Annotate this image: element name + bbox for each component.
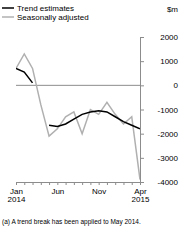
y-tick-mark <box>140 37 144 38</box>
y-tick: -1000 <box>140 106 179 115</box>
reference-lines <box>16 85 140 86</box>
y-tick-label: -2000 <box>158 130 179 139</box>
x-tick <box>115 182 116 185</box>
x-tick-mark <box>57 182 58 185</box>
y-tick: 0 <box>140 81 179 90</box>
x-tick <box>66 182 67 185</box>
x-tick-mark <box>41 182 42 185</box>
zero-line <box>16 85 140 86</box>
x-tick <box>33 182 34 185</box>
legend-label: Trend estimates <box>17 4 74 13</box>
y-unit-label: $m <box>167 5 178 14</box>
x-tick: Jun <box>51 182 64 196</box>
x-tick-mark <box>82 182 83 185</box>
x-tick <box>107 182 108 185</box>
x-tick <box>132 182 133 185</box>
y-tick-label: 0 <box>174 81 179 90</box>
x-tick <box>41 182 42 185</box>
x-axis: Jan2014 Jun Nov Apr2015 <box>8 182 150 204</box>
x-tick <box>123 182 124 185</box>
x-tick-label: Nov <box>92 187 106 196</box>
series-line <box>16 68 140 128</box>
y-tick-label: 2000 <box>160 33 178 42</box>
x-tick-mark <box>115 182 116 185</box>
legend-swatch <box>2 16 14 18</box>
y-tick-label: -1000 <box>158 106 179 115</box>
x-tick-mark <box>132 182 133 185</box>
x-tick-mark <box>49 182 50 185</box>
x-axis-line <box>17 183 141 186</box>
x-tick <box>49 182 50 185</box>
y-tick: -3000 <box>140 154 179 163</box>
y-tick-label: 1000 <box>160 57 178 66</box>
footnote: (a) A trend break has been applied to Ma… <box>2 218 141 226</box>
x-tick-mark <box>107 182 108 185</box>
y-tick: 1000 <box>140 57 179 66</box>
y-tick-mark <box>140 134 144 135</box>
y-tick: 2000 <box>140 33 179 42</box>
x-tick-mark <box>123 182 124 185</box>
x-tick: Jan2014 <box>8 182 26 204</box>
x-tick <box>82 182 83 185</box>
series-line <box>16 54 140 180</box>
y-tick-label: -4000 <box>158 178 179 187</box>
y-tick: -2000 <box>140 130 179 139</box>
y-tick-mark <box>140 61 144 62</box>
x-tick-mark <box>24 182 25 185</box>
x-tick: Apr2015 <box>132 182 150 204</box>
x-tick <box>24 182 25 185</box>
x-tick: Nov <box>92 182 106 196</box>
x-tick <box>90 182 91 185</box>
y-axis: 2000 1000 0 -1000 -2000 -3000 -4000 <box>140 33 179 187</box>
x-tick-mark <box>16 182 17 185</box>
chart: 2000 1000 0 -1000 -2000 -3000 -4000 $m Jan2014 Ju… <box>0 0 181 231</box>
legend-label: Seasonally adjusted <box>17 13 89 22</box>
x-tick-label: Jan2014 <box>8 187 26 205</box>
x-tick-mark <box>33 182 34 185</box>
legend: Trend estimatesSeasonally adjusted <box>2 4 89 22</box>
y-axis-line <box>141 38 145 183</box>
x-tick-mark <box>66 182 67 185</box>
legend-swatch <box>2 7 14 9</box>
x-tick-label: Jun <box>51 187 64 196</box>
x-tick-mark <box>140 182 141 185</box>
x-tick-mark <box>74 182 75 185</box>
x-tick <box>74 182 75 185</box>
x-tick-mark <box>90 182 91 185</box>
plot-area <box>16 54 140 180</box>
x-tick-label: Apr2015 <box>132 187 150 205</box>
y-tick-label: -3000 <box>158 154 179 163</box>
y-tick-mark <box>140 85 144 86</box>
x-tick-mark <box>99 182 100 185</box>
y-tick-mark <box>140 158 144 159</box>
y-tick-mark <box>140 110 144 111</box>
